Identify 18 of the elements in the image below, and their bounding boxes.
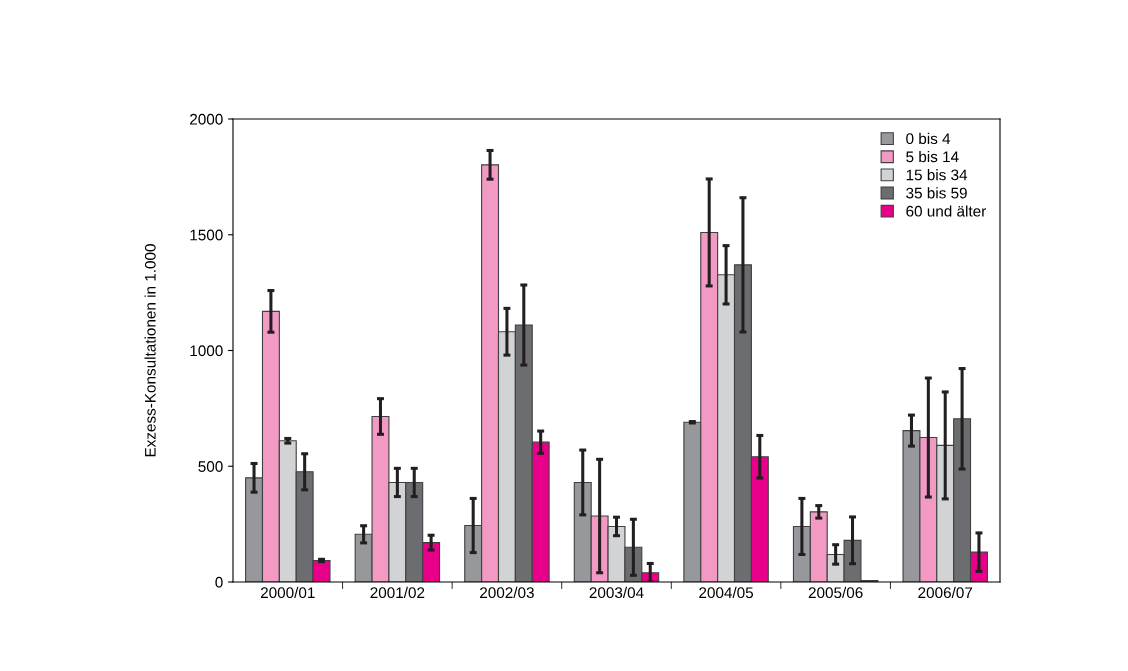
x-tick-label: 2005/06 [808,586,863,599]
x-tick-label: 2001/02 [370,586,425,599]
legend-label: 5 bis 14 [906,150,959,163]
x-tick-label: 2003/04 [589,586,644,599]
x-tick-label: 2000/01 [260,586,315,599]
legend-label: 35 bis 59 [906,187,967,199]
legend-label: 0 bis 4 [906,132,951,145]
x-tick-label: 2002/03 [480,586,534,599]
y-axis-title: Exzess-Konsultationen in 1.000 [144,244,156,457]
x-tick-label: 2004/05 [699,586,754,599]
y-tick-label: 1000 [190,345,223,357]
y-tick-label: 2000 [190,113,223,125]
x-tick-label: 2006/07 [918,586,973,599]
y-tick-label: 500 [198,461,223,472]
legend-label: 15 bis 34 [906,169,968,181]
y-tick-label: 0 [215,576,223,588]
legend-label: 60 und älter [906,205,986,217]
y-tick-label: 1500 [190,229,223,241]
